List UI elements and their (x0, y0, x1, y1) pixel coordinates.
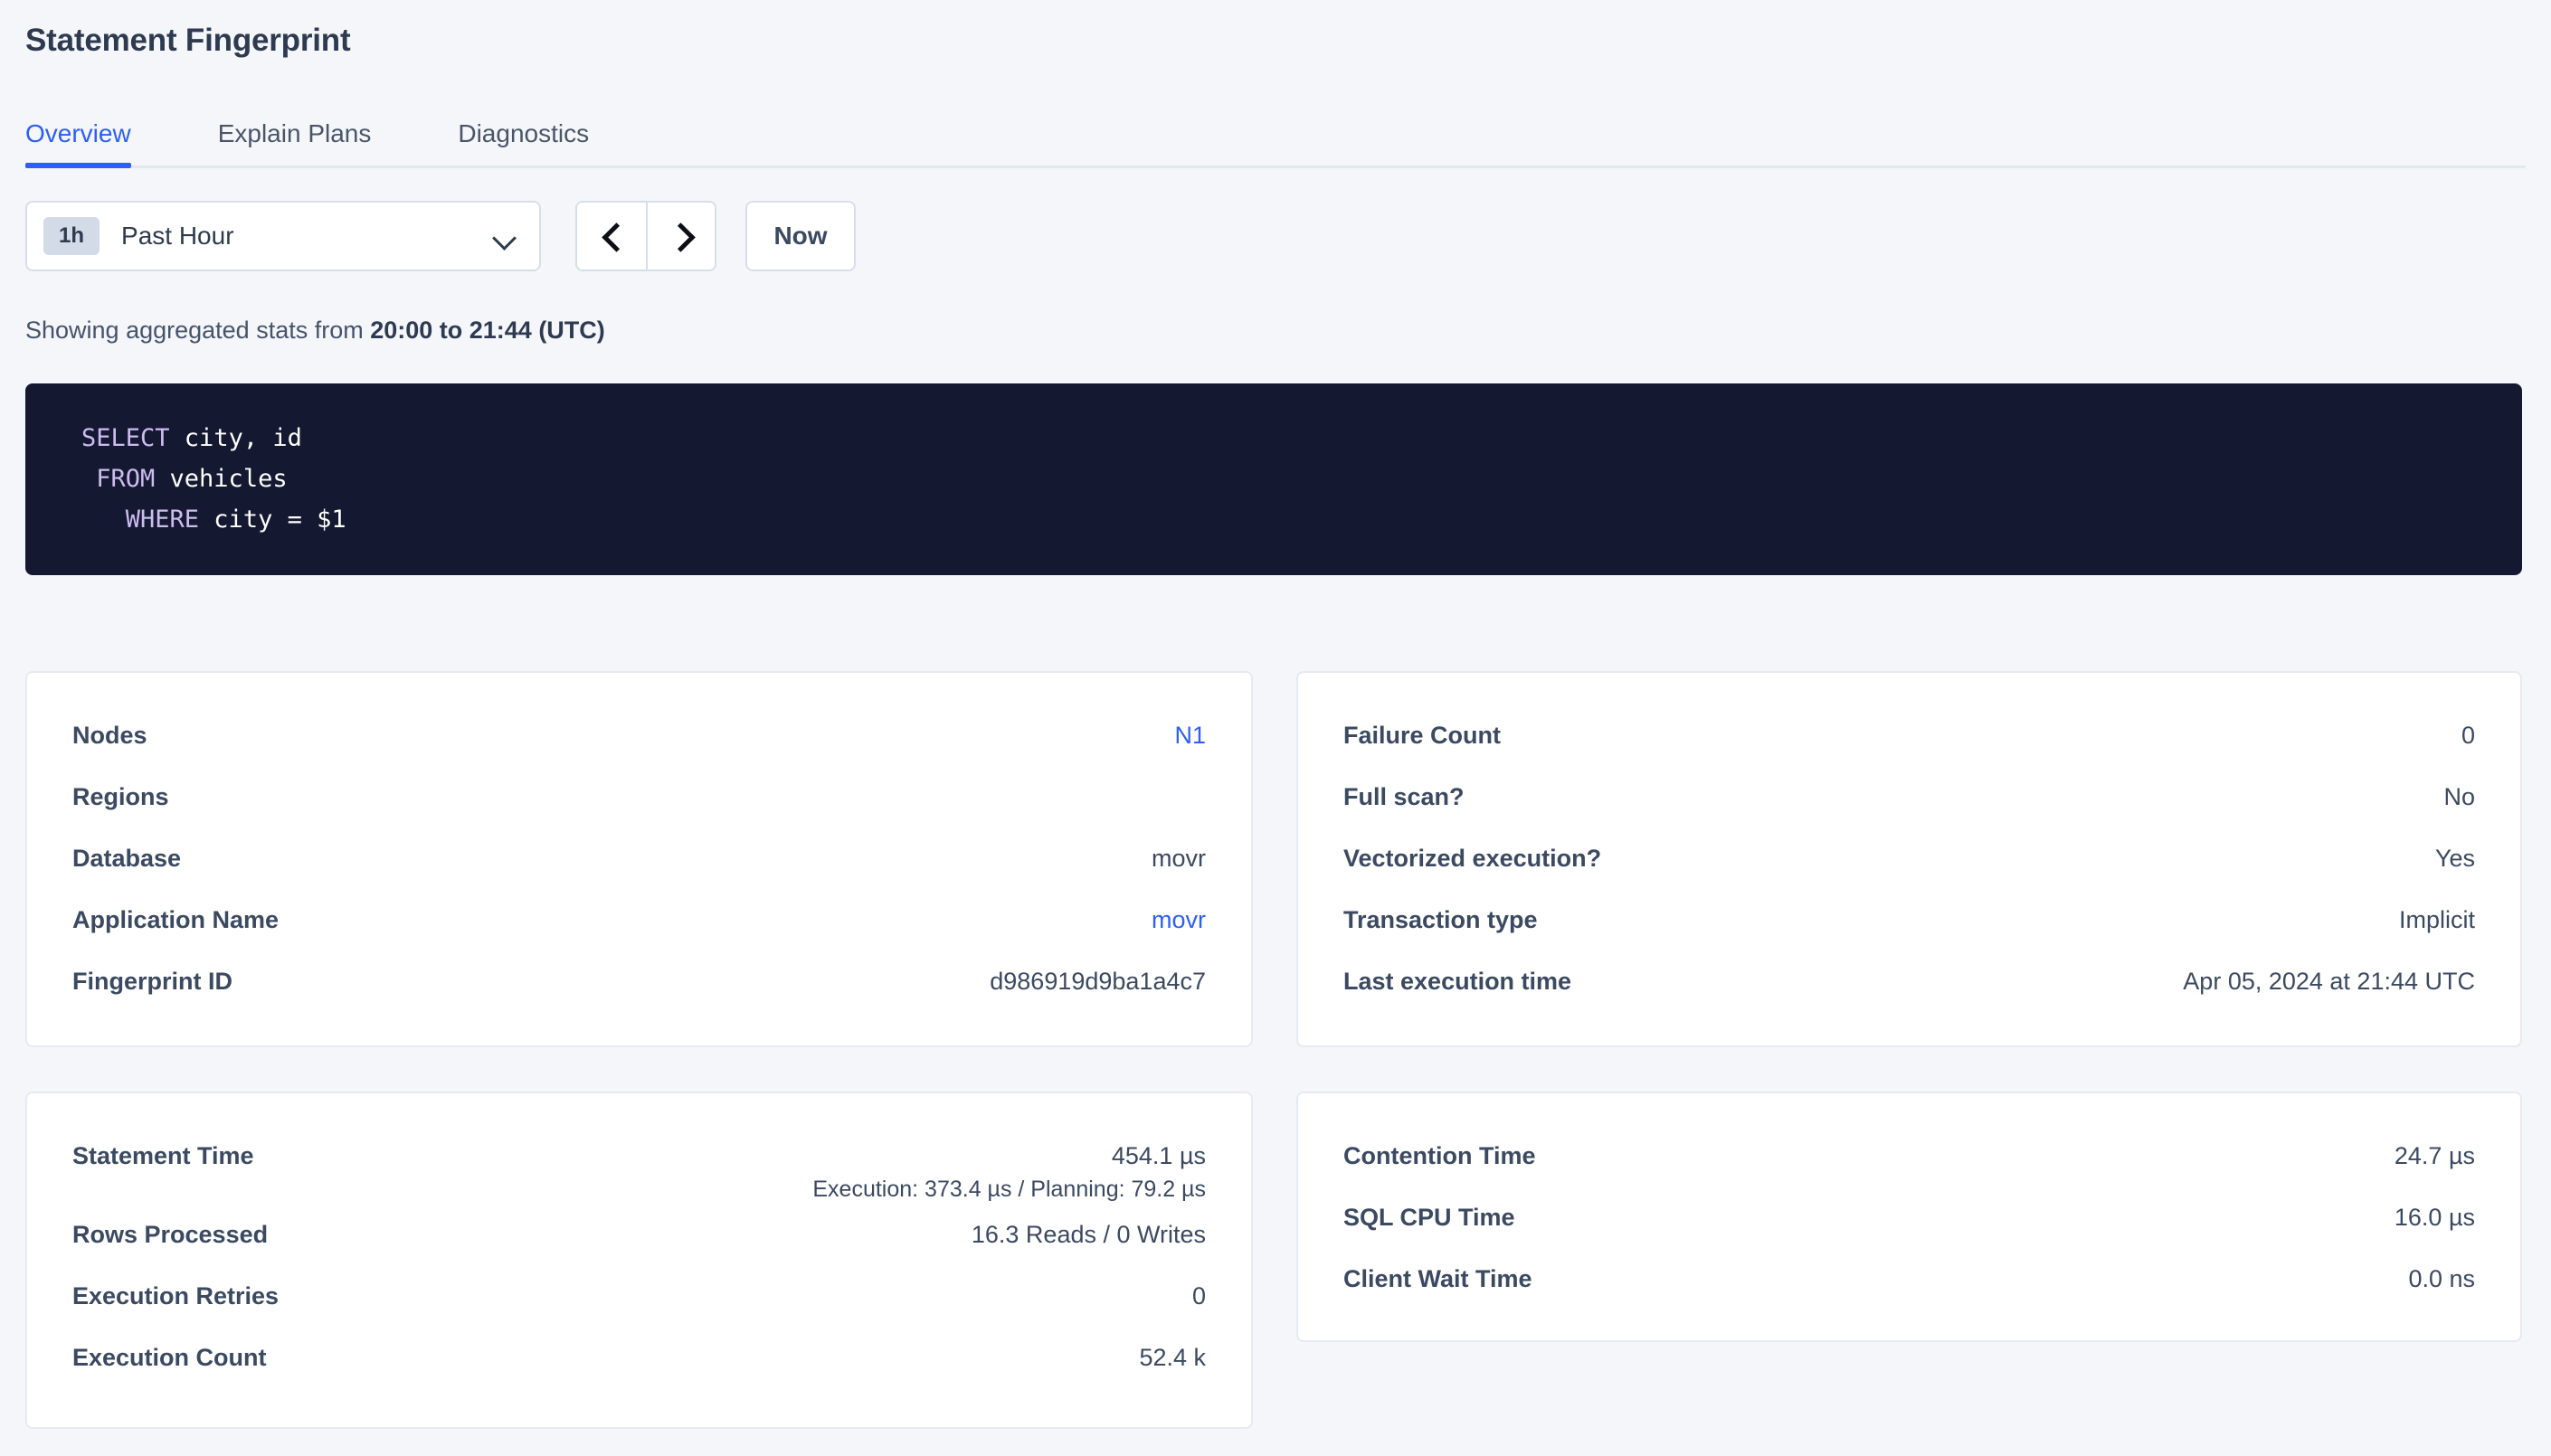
stat-row: Nodes N1 (72, 722, 1206, 783)
next-period-button[interactable] (646, 203, 715, 269)
stat-row: Execution Count 52.4 k (72, 1344, 1206, 1405)
stat-row: Fingerprint ID d986919d9ba1a4c7 (72, 968, 1206, 1029)
stat-row-link[interactable]: movr (1152, 906, 1206, 933)
stat-row-label: Nodes (72, 722, 147, 749)
execution-flags-rows: Failure Count 0 Full scan? No Vectorized exe… (1298, 673, 2520, 1029)
stat-row-value: 52.4 k (1139, 1344, 1206, 1371)
tab-bar-divider (25, 165, 2526, 168)
stat-row: Regions (72, 783, 1206, 845)
stat-row-label: Regions (72, 783, 169, 810)
stat-row-label: Failure Count (1343, 722, 1501, 749)
stat-row-label: Rows Processed (72, 1221, 269, 1248)
stat-row-value: d986919d9ba1a4c7 (990, 968, 1206, 995)
sql-statement-block: SELECT city, id FROM vehicles WHERE city… (25, 383, 2522, 575)
stat-row-value: 0 (2461, 722, 2475, 749)
stat-row-value: Implicit (2398, 906, 2475, 933)
execution-flags-card: Failure Count 0 Full scan? No Vectorized exe… (1296, 671, 2522, 1047)
showing-range: 20:00 to 21:44 (UTC) (370, 317, 605, 344)
wait-times-card: Contention Time 24.7 µs SQL CPU Time 16.0 µ… (1296, 1092, 2522, 1342)
chevron-right-icon (672, 227, 690, 245)
sql-keyword: SELECT (81, 424, 170, 452)
stat-row-value: 24.7 µs (2394, 1142, 2475, 1169)
sql-token: vehicles (155, 465, 288, 493)
sql-token: city, id (169, 424, 302, 452)
stat-row-label: Application Name (72, 906, 280, 933)
identity-rows: Nodes N1 Regions Database movr Application Na… (27, 673, 1251, 1029)
stat-row-value: movr (1152, 845, 1206, 872)
stat-row-label: Fingerprint ID (72, 968, 232, 995)
now-button[interactable]: Now (745, 201, 856, 271)
stat-row: Client Wait Time 0.0 ns (1343, 1265, 2475, 1327)
stat-row-label: Client Wait Time (1343, 1265, 1532, 1292)
stat-row-value: Yes (2434, 845, 2475, 872)
stat-row: Transaction type Implicit (1343, 906, 2475, 968)
stat-row-value: 16.3 Reads / 0 Writes (971, 1221, 1206, 1248)
showing-prefix: Showing aggregated stats from (25, 317, 371, 344)
stat-row: Failure Count 0 (1343, 722, 2475, 783)
timing-rows: Statement Time 454.1 µs Execution: 373.4 µ… (27, 1093, 1251, 1405)
stat-row-subvalue: Execution: 373.4 µs / Planning: 79.2 µs (812, 1177, 1206, 1202)
time-range-controls: 1h Past Hour Now (25, 201, 856, 271)
stat-row-value: 0.0 ns (2408, 1265, 2475, 1292)
tab-bar: Overview Explain Plans Diagnostics (0, 107, 2551, 168)
stat-row: Database movr (72, 845, 1206, 906)
tab-diagnostics[interactable]: Diagnostics (458, 119, 590, 147)
page-title: Statement Fingerprint (25, 23, 351, 58)
stat-row-value: 16.0 µs (2394, 1204, 2475, 1231)
stat-row-value: 0 (1191, 1282, 1206, 1309)
time-range-badge: 1h (43, 217, 100, 255)
previous-period-button[interactable] (577, 203, 646, 269)
sql-keyword: FROM (81, 465, 156, 493)
stat-row-label: SQL CPU Time (1343, 1204, 1515, 1231)
stat-row-label: Transaction type (1343, 906, 1538, 933)
stat-row: Application Name movr (72, 906, 1206, 968)
stat-row: Rows Processed 16.3 Reads / 0 Writes (72, 1221, 1206, 1282)
sql-token: city = $1 (199, 506, 346, 534)
stat-row: Last execution time Apr 05, 2024 at 21:44… (1343, 968, 2475, 1029)
time-step-group (575, 201, 716, 271)
stat-row-label: Vectorized execution? (1343, 845, 1602, 872)
stat-row-label: Last execution time (1343, 968, 1572, 995)
time-range-label: Past Hour (121, 222, 234, 250)
stat-row-value: 454.1 µs (1111, 1142, 1206, 1169)
time-range-select[interactable]: 1h Past Hour (25, 201, 541, 271)
stat-row-label: Execution Retries (72, 1282, 280, 1309)
tab-list: Overview Explain Plans Diagnostics (25, 107, 676, 168)
stat-row: Statement Time 454.1 µs (72, 1142, 1206, 1204)
stat-row: SQL CPU Time 16.0 µs (1343, 1204, 2475, 1265)
stat-row: Execution Retries 0 (72, 1282, 1206, 1344)
stat-row: Contention Time 24.7 µs (1343, 1142, 2475, 1204)
identity-card: Nodes N1 Regions Database movr Application Na… (25, 671, 1253, 1047)
stat-row-value: No (2443, 783, 2475, 810)
showing-range-text: Showing aggregated stats from 20:00 to 2… (25, 317, 605, 345)
stat-row-label: Execution Count (72, 1344, 267, 1371)
tab-overview[interactable]: Overview (25, 119, 131, 168)
chevron-left-icon (602, 227, 621, 245)
tab-explain-plans[interactable]: Explain Plans (217, 119, 372, 147)
stat-row-label: Statement Time (72, 1142, 254, 1169)
stat-row: Vectorized execution? Yes (1343, 845, 2475, 906)
stat-row-link[interactable]: N1 (1174, 722, 1206, 749)
wait-times-rows: Contention Time 24.7 µs SQL CPU Time 16.0 µ… (1298, 1093, 2520, 1327)
stat-row-label: Contention Time (1343, 1142, 1536, 1169)
stat-row-value: Apr 05, 2024 at 21:44 UTC (2183, 968, 2475, 995)
stat-row-label: Full scan? (1343, 783, 1465, 810)
sql-keyword: WHERE (81, 506, 200, 534)
stat-row-label: Database (72, 845, 182, 872)
stat-row: Full scan? No (1343, 783, 2475, 845)
chevron-down-icon (494, 230, 516, 242)
timing-card: Statement Time 454.1 µs Execution: 373.4 µ… (25, 1092, 1253, 1429)
